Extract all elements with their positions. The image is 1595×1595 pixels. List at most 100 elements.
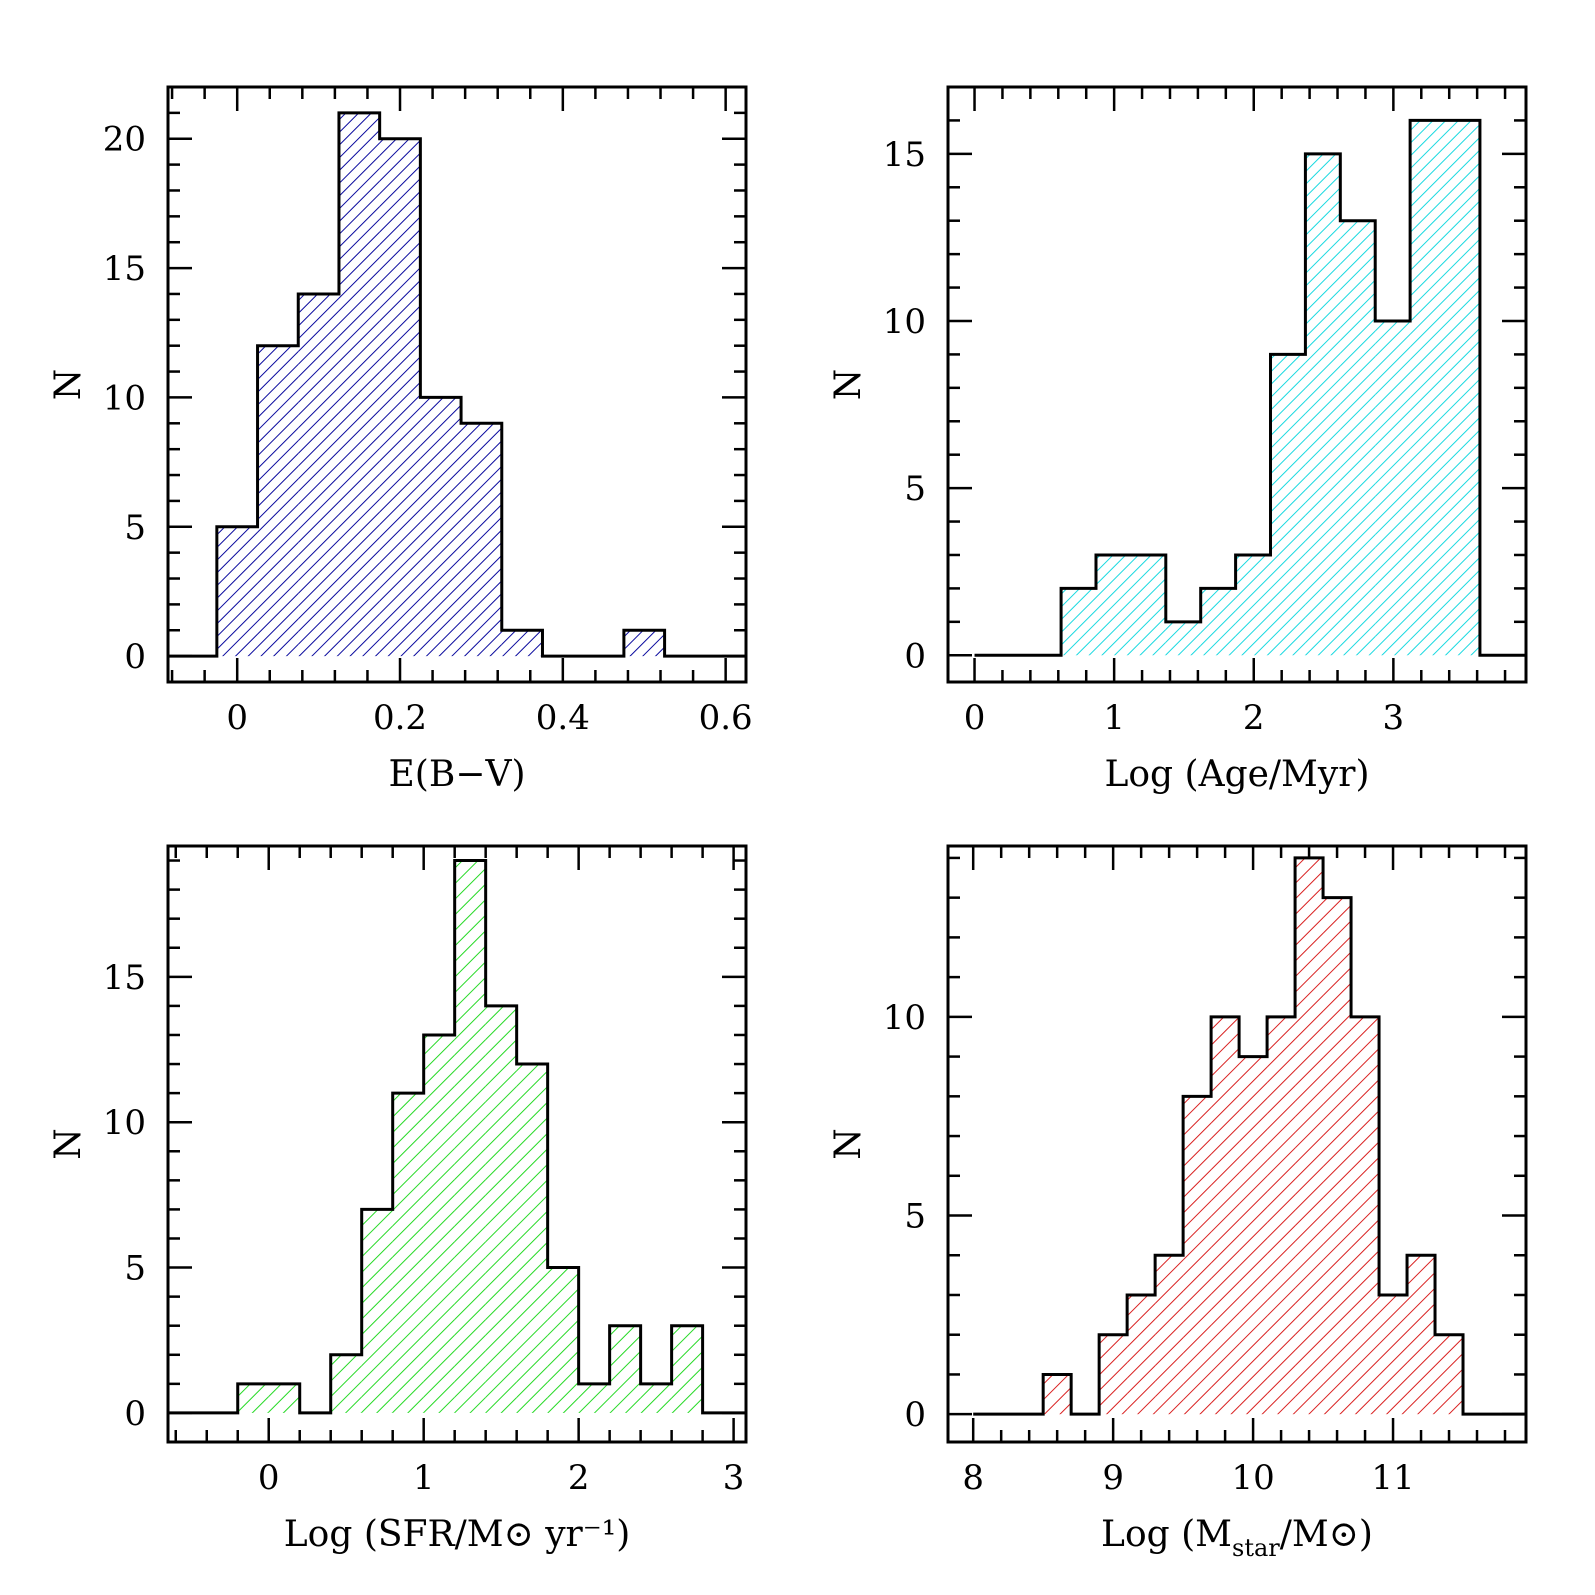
y-tick-label: 5 bbox=[124, 1249, 146, 1289]
x-tick-label: 2 bbox=[568, 1458, 590, 1498]
histogram-bar bbox=[461, 423, 502, 657]
histogram-bar bbox=[1200, 588, 1236, 656]
y-tick-label: 0 bbox=[904, 1395, 926, 1435]
x-tick-label: 11 bbox=[1371, 1458, 1414, 1498]
y-tick-label: 10 bbox=[883, 998, 926, 1038]
histogram-bar bbox=[1267, 1016, 1296, 1415]
histogram-bar bbox=[547, 1267, 579, 1413]
histogram-bar bbox=[1410, 120, 1480, 656]
x-tick-label: 0 bbox=[258, 1458, 280, 1498]
y-tick-label: 5 bbox=[904, 469, 926, 509]
histogram-bar bbox=[392, 1093, 424, 1413]
histogram-bar bbox=[1375, 320, 1411, 656]
histogram-bar bbox=[1239, 1056, 1268, 1415]
histogram-bar bbox=[1235, 554, 1271, 656]
axes-frame bbox=[166, 85, 748, 684]
histogram-outline bbox=[973, 856, 1526, 1416]
y-axis-label: N bbox=[48, 369, 89, 401]
histogram-bar bbox=[1061, 588, 1096, 656]
histogram-bar bbox=[338, 112, 380, 657]
y-tick-label: 0 bbox=[124, 637, 146, 677]
histogram-bar bbox=[516, 1064, 548, 1413]
histogram-bar bbox=[623, 630, 665, 657]
y-tick-label: 20 bbox=[103, 120, 146, 160]
histogram-outline bbox=[168, 111, 746, 658]
histogram-bar bbox=[1435, 1334, 1464, 1415]
histogram-bar bbox=[1407, 1255, 1436, 1415]
x-tick-label: 0 bbox=[964, 698, 986, 738]
histogram-bar bbox=[1270, 354, 1306, 656]
histogram-bar bbox=[1295, 857, 1324, 1415]
histogram-bar bbox=[423, 1034, 455, 1413]
x-tick-label: 0 bbox=[226, 698, 248, 738]
histogram-bar bbox=[671, 1325, 703, 1413]
histogram-bar bbox=[1095, 554, 1166, 656]
axes-frame bbox=[946, 844, 1528, 1444]
histogram-bar bbox=[1165, 621, 1201, 656]
x-axis-label: Log (Age/Myr) bbox=[1104, 754, 1369, 795]
panel-mstar-histogram: 8 9 10 11 0 5 10 N Log (Mstar/M⊙) bbox=[828, 844, 1528, 1562]
x-tick-label: 2 bbox=[1243, 698, 1265, 738]
panel-ebv-histogram: 0 0.2 0.4 0.6 0 5 10 15 20 N E(B−V) bbox=[48, 85, 753, 795]
y-axis-label: N bbox=[828, 1128, 869, 1160]
histogram-bar bbox=[268, 1383, 300, 1413]
histogram-bar bbox=[501, 630, 543, 657]
histogram-bar bbox=[1323, 897, 1352, 1415]
x-tick-label: 0.2 bbox=[373, 698, 427, 738]
histogram-bar bbox=[1211, 1016, 1240, 1415]
panel-sfr-histogram: 0 1 2 3 0 5 10 15 N Log (SFR/M⊙ yr⁻¹) bbox=[48, 844, 748, 1555]
axes-frame bbox=[166, 844, 748, 1444]
histogram-bar bbox=[1155, 1255, 1184, 1415]
histogram-bar bbox=[361, 1209, 393, 1413]
histogram-bar bbox=[1305, 153, 1341, 656]
x-tick-label: 8 bbox=[962, 1458, 984, 1498]
tick-marks bbox=[948, 85, 1526, 682]
y-tick-label: 5 bbox=[124, 508, 146, 548]
x-tick-label: 3 bbox=[1383, 698, 1405, 738]
x-axis-label: Log (SFR/M⊙ yr⁻¹) bbox=[284, 1514, 630, 1555]
histogram-bar bbox=[640, 1383, 672, 1413]
y-tick-label: 0 bbox=[124, 1394, 146, 1434]
histogram-bar bbox=[1099, 1334, 1128, 1415]
x-tick-label: 1 bbox=[413, 1458, 435, 1498]
histogram-bar bbox=[330, 1354, 362, 1413]
x-tick-label: 10 bbox=[1231, 1458, 1274, 1498]
y-tick-label: 10 bbox=[103, 378, 146, 418]
histogram-bar bbox=[578, 1383, 610, 1413]
y-tick-label: 10 bbox=[103, 1103, 146, 1143]
histogram-bar bbox=[1379, 1294, 1408, 1415]
x-tick-label: 9 bbox=[1102, 1458, 1124, 1498]
x-tick-label: 1 bbox=[1103, 698, 1125, 738]
tick-marks bbox=[168, 85, 746, 684]
histogram-bar bbox=[298, 293, 339, 657]
histogram-bar bbox=[216, 526, 258, 657]
y-tick-label: 5 bbox=[904, 1197, 926, 1237]
histogram-outline bbox=[168, 859, 746, 1415]
y-tick-label: 10 bbox=[883, 302, 926, 342]
tick-marks bbox=[948, 846, 1526, 1442]
histogram-bar bbox=[609, 1325, 641, 1413]
histogram-bar bbox=[485, 1005, 517, 1413]
histogram-bar bbox=[420, 397, 462, 657]
y-axis-label: N bbox=[48, 1128, 89, 1160]
x-axis-label: Log (Mstar/M⊙) bbox=[1101, 1514, 1373, 1562]
histogram-bar bbox=[454, 860, 486, 1413]
histogram-bar bbox=[379, 138, 421, 657]
histogram-bar bbox=[1340, 220, 1376, 656]
x-tick-label: 0.4 bbox=[536, 698, 590, 738]
histogram-outline bbox=[974, 118, 1526, 657]
axes-frame bbox=[946, 85, 1528, 684]
y-tick-label: 15 bbox=[103, 958, 146, 998]
tick-marks bbox=[168, 846, 746, 1444]
x-axis-label: E(B−V) bbox=[389, 754, 526, 795]
histogram-bar bbox=[257, 345, 299, 657]
y-axis-label: N bbox=[828, 369, 869, 401]
histogram-bar bbox=[1351, 1016, 1380, 1415]
panel-age-histogram: 0 1 2 3 0 5 10 15 N Log (Age/Myr) bbox=[828, 85, 1528, 795]
histogram-bar bbox=[1127, 1294, 1156, 1415]
y-tick-label: 15 bbox=[883, 135, 926, 175]
x-tick-label: 0.6 bbox=[699, 698, 753, 738]
y-tick-label: 0 bbox=[904, 636, 926, 676]
histogram-bar bbox=[1043, 1374, 1072, 1415]
